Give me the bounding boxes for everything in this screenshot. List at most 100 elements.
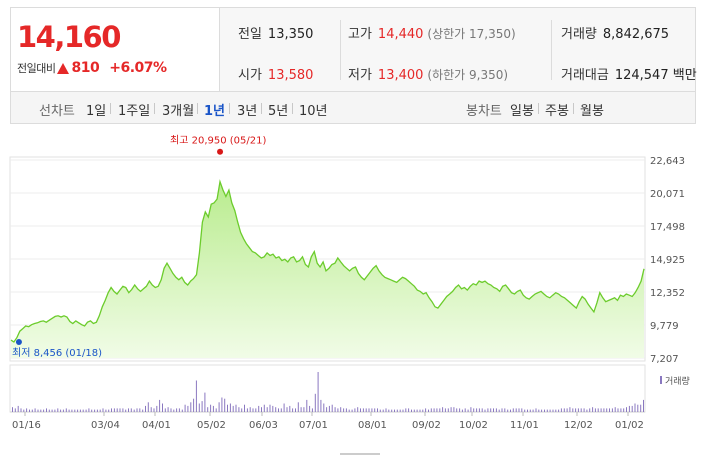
prev-close-stat: 전일 13,350 <box>238 23 313 42</box>
volume-bar <box>167 407 169 412</box>
x-tick-label: 12/02 <box>564 420 593 431</box>
volume-bar <box>394 409 395 412</box>
chart-period-bar: 선차트 1일 1주일 3개월 1년 3년 5년 10년 봉차트 일봉 주봉 월봉 <box>10 91 696 124</box>
volume-bar <box>181 409 183 412</box>
volume-bar <box>405 408 407 412</box>
volume-bar <box>221 397 223 412</box>
volume-bar <box>68 409 70 412</box>
volume-bar <box>60 409 62 412</box>
volume-bar <box>173 409 175 412</box>
volume-bar <box>436 408 438 412</box>
volume-bar <box>374 408 376 412</box>
volume-bar <box>538 409 540 412</box>
min-marker <box>15 338 22 345</box>
max-price-label: 최고 20,950 (05/21) <box>170 135 266 147</box>
volume-bar <box>487 408 489 412</box>
volume-bar <box>518 408 520 412</box>
period-1d[interactable]: 1일 <box>86 104 107 119</box>
volume-bar <box>411 409 412 412</box>
volume-stat: 거래량 8,842,675 <box>561 23 669 42</box>
volume-bar <box>153 408 155 412</box>
volume-bar <box>563 408 565 412</box>
volume-bar <box>147 402 149 412</box>
volume-bar <box>195 380 197 412</box>
volume-bar <box>238 407 240 412</box>
volume-bar <box>399 409 401 412</box>
period-daily-candle[interactable]: 일봉 <box>510 104 534 119</box>
x-tick-label: 05/02 <box>197 420 226 431</box>
volume-bar <box>286 407 288 412</box>
current-price: 14,160 <box>17 20 121 54</box>
volume-bar <box>447 408 449 412</box>
volume-bar <box>116 408 118 412</box>
volume-bar <box>510 409 511 412</box>
volume-bar <box>136 408 138 412</box>
volume-bar <box>498 409 500 412</box>
volume-bar <box>303 407 305 412</box>
volume-bar <box>631 405 633 412</box>
volume-bar <box>54 409 56 412</box>
volume-bar <box>360 408 361 412</box>
volume-bar <box>23 409 25 412</box>
price-chart: 22,643 20,071 17,498 14,925 12,352 9,779 7,207… <box>9 135 690 455</box>
volume-bar <box>289 405 291 412</box>
period-monthly-candle[interactable]: 월봉 <box>580 104 604 119</box>
y-tick-label: 7,207 <box>650 354 679 365</box>
volume-bar <box>348 409 350 412</box>
volume-bar <box>71 409 73 412</box>
y-tick-label: 12,352 <box>650 288 685 299</box>
volume-bar <box>190 402 192 412</box>
volume-bar <box>512 408 514 412</box>
volume-bar <box>368 408 370 412</box>
volume-bar <box>402 409 404 412</box>
volume-bar <box>328 405 330 412</box>
volume-bar <box>515 408 517 412</box>
volume-bar <box>558 409 560 412</box>
volume-bar <box>340 407 342 412</box>
volume-bar <box>490 408 492 412</box>
x-tick-label: 01/02 <box>615 420 644 431</box>
separator <box>197 103 198 114</box>
volume-bar <box>351 409 353 412</box>
volume-bar <box>176 408 178 412</box>
volume-bar <box>467 409 469 412</box>
volume-bar <box>507 409 509 412</box>
volume-legend-swatch <box>660 376 662 384</box>
volume-bar <box>119 408 121 412</box>
volume-bar <box>572 408 574 412</box>
period-3m[interactable]: 3개월 <box>162 104 195 119</box>
volume-bar <box>317 372 319 412</box>
volume-bar <box>493 408 494 412</box>
period-5y[interactable]: 5년 <box>268 104 289 119</box>
volume-bar <box>546 409 548 412</box>
volume-bar <box>362 408 364 412</box>
period-1w[interactable]: 1주일 <box>118 104 151 119</box>
volume-bar <box>29 409 30 412</box>
volume-bar <box>139 408 141 412</box>
volume-bar <box>187 405 189 412</box>
volume-frame <box>9 364 646 413</box>
period-weekly-candle[interactable]: 주봉 <box>545 104 569 119</box>
volume-bar <box>481 408 483 412</box>
volume-bar <box>603 408 605 412</box>
volume-label: 거래량 <box>561 27 597 42</box>
volume-bar <box>102 408 104 412</box>
high-label: 고가 <box>348 27 372 42</box>
volume-bar <box>589 408 591 412</box>
period-1y[interactable]: 1년 <box>204 104 226 119</box>
volume-bar <box>99 409 101 412</box>
volume-bar <box>162 403 163 412</box>
period-10y[interactable]: 10년 <box>299 104 328 119</box>
volume-bar <box>249 407 251 412</box>
amount-label: 거래대금 <box>561 68 609 83</box>
volume-bar <box>108 409 110 412</box>
volume-bar <box>391 409 393 412</box>
volume-bar <box>442 407 444 412</box>
volume-bar <box>637 404 639 412</box>
volume-bar <box>82 409 84 412</box>
volume-bar <box>416 409 418 412</box>
x-tick-label: 08/01 <box>358 420 387 431</box>
period-3y[interactable]: 3년 <box>237 104 258 119</box>
volume-bar <box>204 392 206 412</box>
volume-bar <box>453 407 455 412</box>
